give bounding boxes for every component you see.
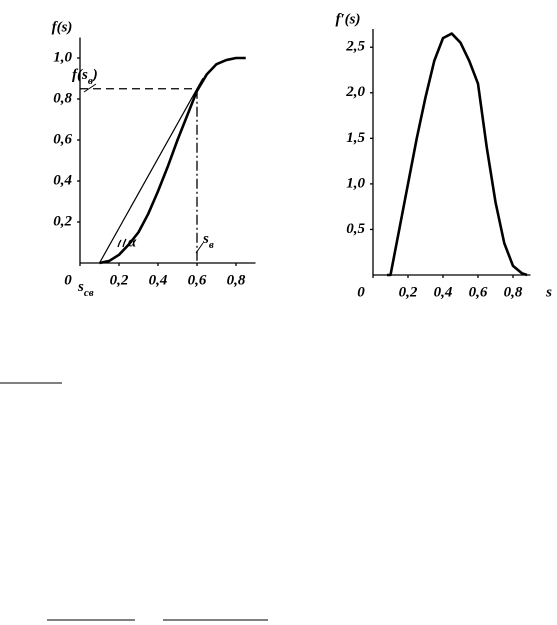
angle-arc: [117, 238, 127, 248]
annotation-s-v-sub: в: [209, 239, 214, 251]
x-tick-label: 0,4: [434, 284, 453, 300]
x-tick-label: 0,2: [110, 272, 129, 288]
x-tick-label: 0,6: [469, 284, 488, 300]
y-tick-label: 1,0: [346, 175, 365, 191]
y-tick-label: 0,8: [53, 90, 72, 106]
x-tick-label: 0,6: [188, 272, 207, 288]
curve: [387, 32, 528, 277]
y-tick-label: 2,0: [345, 84, 365, 100]
annotation-s-sv-sub: св: [84, 287, 94, 299]
y-tick-label: 1,0: [53, 49, 72, 65]
tangent: [98, 78, 204, 264]
x-tick-label: 0: [357, 284, 365, 300]
y-tick-label: 0,4: [53, 172, 72, 188]
x-tick-label: 0: [64, 272, 72, 288]
x-tick-label: 0,2: [399, 284, 418, 300]
y-tick-label: 0,5: [346, 221, 365, 237]
x-tick-label: 0,4: [149, 272, 168, 288]
x-tick-label: 0,8: [504, 284, 523, 300]
x-axis-label: s: [545, 284, 552, 300]
annotation-s-sv-base: s: [77, 279, 84, 295]
annotation-f-sv-base: f(s: [72, 67, 88, 83]
y-axis-label: f′(s): [335, 11, 360, 27]
annotation-f-sv-sub: в: [88, 75, 93, 87]
y-axis-label: f(s): [52, 19, 73, 35]
y-tick-label: 2,5: [345, 39, 365, 55]
y-tick-label: 1,5: [346, 130, 365, 146]
annotation-f-sv-tail: ): [91, 67, 98, 83]
annotation-f-sv: f(sв): [72, 67, 98, 86]
y-tick-label: 0,6: [53, 131, 72, 147]
annotation-s-v: sв: [202, 231, 214, 250]
annotation-s-v-base: s: [202, 231, 209, 247]
leader: [83, 83, 97, 93]
annotation-alpha: α: [128, 234, 137, 250]
annotation-s-sv: sсв: [77, 279, 94, 298]
y-tick-label: 0,2: [53, 213, 72, 229]
x-tick-label: 0,8: [227, 272, 246, 288]
curve: [99, 56, 246, 265]
